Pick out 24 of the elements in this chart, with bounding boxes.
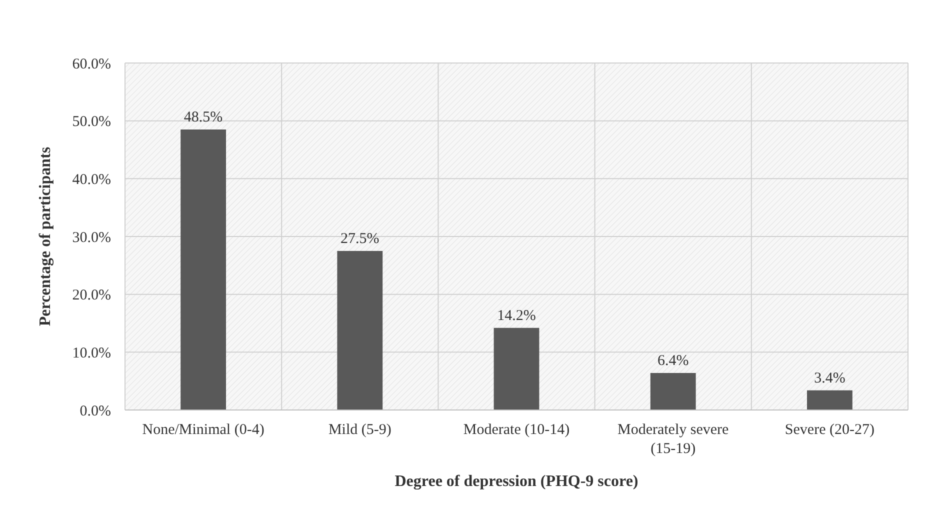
data-label: 6.4% [657,352,689,369]
x-tick-label: Moderate (10-14) [463,422,570,438]
x-tick-label: None/Minimal (0-4) [142,422,264,438]
y-axis-title: Percentage of participants [37,146,54,326]
bar [806,390,852,410]
y-tick-label: 40.0% [72,172,111,188]
y-tick-label: 0.0% [80,403,111,420]
bar [337,250,383,410]
bar [650,372,696,410]
y-tick-label: 20.0% [72,288,111,304]
y-tick-label: 30.0% [72,230,111,246]
x-axis-title: Degree of depression (PHQ-9 score) [394,473,638,490]
data-label: 3.4% [814,370,846,386]
bar [180,130,226,410]
x-tick-label: Mild (5-9) [328,422,392,438]
y-tick-label: 60.0% [72,56,111,72]
y-tick-label: 10.0% [72,345,111,362]
y-tick-label: 50.0% [72,114,111,130]
data-label: 14.2% [497,308,536,324]
data-label: 27.5% [340,230,380,247]
x-tick-label: Moderately severe (15-19) [618,422,730,457]
x-tick-label: Severe (20-27) [784,422,874,438]
bar [494,328,540,410]
data-label: 48.5% [184,110,223,126]
